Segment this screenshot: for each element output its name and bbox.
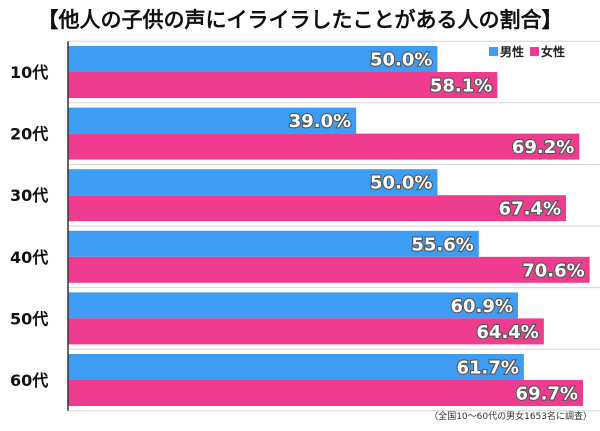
legend-label-male: 男性 (500, 44, 525, 59)
chart-title: 【他人の子供の声にイライラしたことがある人の割合】 (37, 8, 563, 32)
female-bar-4 (68, 256, 590, 283)
male-value-label-6: 61.7% (456, 358, 518, 379)
female-bar-6 (68, 380, 584, 406)
male-value-label-4: 55.6% (411, 234, 473, 255)
legend-label-female: 女性 (541, 44, 566, 59)
legend-swatch-male (489, 46, 498, 56)
female-value-label-3: 67.4% (499, 199, 561, 220)
female-value-label-4: 70.6% (522, 260, 584, 281)
legend-item-male: 男性 (489, 43, 524, 60)
female-value-label-5: 64.4% (476, 322, 538, 343)
male-bar-5 (68, 292, 518, 319)
male-value-label-5: 60.9% (451, 296, 513, 317)
male-bar-4 (68, 230, 479, 257)
female-bar-5 (68, 318, 544, 345)
male-value-label-2: 39.0% (289, 111, 351, 132)
category-label-5: 50代 (10, 309, 48, 328)
legend-swatch-female (530, 46, 540, 56)
male-value-label-1: 50.0% (370, 50, 432, 71)
category-label-6: 60代 (10, 371, 48, 390)
female-value-label-1: 58.1% (430, 76, 492, 97)
legend-item-female: 女性 (530, 43, 565, 60)
female-bar-1 (68, 72, 498, 98)
category-label-1: 10代 (10, 63, 48, 82)
male-bar-1 (68, 46, 438, 72)
category-label-3: 30代 (10, 186, 48, 205)
male-bar-6 (68, 354, 524, 380)
survey-footnote: （全国10～60代の男女1653名に調査） (429, 412, 592, 422)
female-value-label-2: 69.2% (512, 137, 574, 158)
female-bar-3 (68, 195, 567, 222)
legend: 男性 女性 (486, 43, 569, 60)
category-label-4: 40代 (10, 248, 48, 267)
male-bar-3 (68, 169, 438, 196)
female-bar-2 (68, 133, 580, 160)
category-label-2: 20代 (10, 125, 48, 144)
male-value-label-3: 50.0% (370, 173, 432, 194)
female-value-label-6: 69.7% (516, 384, 578, 405)
male-bar-2 (68, 107, 357, 134)
